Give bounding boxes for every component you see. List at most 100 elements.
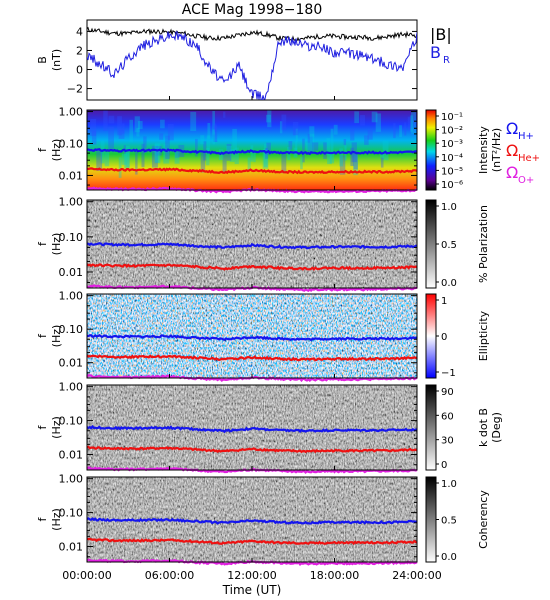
heatmap-texture [380,152,385,159]
ytick-label: 1.00 [59,290,84,303]
legend-b-total: |B| [430,25,452,44]
heatmap-texture [333,124,338,135]
colorbar-tick-label: 0.5 [441,516,457,527]
legend-b-radial-sub: R [443,55,450,66]
heatmap-texture [404,122,407,136]
heatmap-texture [350,147,354,166]
ytick-label: 0.10 [59,231,84,244]
panel-intensity: 1.00 0.10 0.01 f (Hz) 10⁻¹ 10⁻² 10⁻³ 10⁻⁴ 10⁻⁵ 10⁻… [36,106,503,194]
heatmap-texture [206,135,211,154]
heatmap-texture [312,142,319,151]
heatmap-texture [200,135,205,145]
heatmap-texture [118,129,125,139]
heatmap-texture [353,154,358,176]
heatmap-texture [295,141,298,155]
heatmap-texture [350,129,355,141]
gyro-line-omega_He [86,263,418,271]
heatmap-texture [339,155,346,175]
gyro-line-omega_H [86,517,418,525]
colorbar-tick-label: 10⁻⁴ [441,153,463,164]
heatmap-texture [393,123,396,139]
heatmap-texture [300,157,303,170]
colorbar-tick-label: 0.0 [441,278,457,289]
heatmap-texture [281,114,287,131]
colorbar-intensity [425,109,437,191]
panel-k_dot_B: 1.00 0.10 0.01 f (Hz) 90 60 30 0 k dot B (Deg) [36,381,503,475]
heatmap-texture [266,142,271,155]
heatmap-texture [121,153,127,165]
heatmap-texture [206,147,210,166]
ytick-label: 0.10 [59,138,84,151]
heatmap-texture [232,128,237,152]
heatmap-texture [200,152,206,173]
heatmap-texture [360,115,366,126]
heatmap-texture [195,138,198,157]
heatmap-texture [266,114,271,123]
heatmap-texture [122,123,125,134]
panel-yunit: (Hz) [50,139,63,162]
ytick-label: 0.01 [59,169,84,182]
legend-sub-omega-h: H+ [518,131,534,142]
colorbar-tick-label: 10⁻⁶ [441,180,463,191]
heatmap-texture [309,126,315,137]
heatmap-texture [165,135,170,159]
colorbar-tick-label: 10⁻² [441,126,463,137]
xtick-label: 24:00:00 [392,569,441,582]
xtick-label: 12:00:00 [227,569,276,582]
heatmap-texture [281,153,287,174]
xtick-label: 18:00:00 [310,569,359,582]
heatmap-ellipticity [87,294,417,378]
heatmap-texture [104,152,110,167]
legend-sub-omega-he: He+ [518,153,540,164]
b-yunit: (nT) [50,49,63,71]
heatmap-texture [91,130,97,145]
colorbar-label: % Polarization [477,205,490,283]
heatmap-texture [108,126,114,150]
ytick-label: 0.10 [59,323,84,336]
b-ytick-label: 2 [76,44,83,57]
gyro-line-omega_H [86,334,418,342]
heatmap-texture [382,140,389,161]
panel-ylabel: f [36,424,49,429]
heatmap-texture [288,141,293,150]
heatmap-texture [117,116,122,136]
b-ylabel: B [36,56,49,64]
heatmap-texture [295,128,298,143]
colorbar-label: k dot B [477,408,490,447]
panel-yunit: (Hz) [50,325,63,348]
panel-yunit: (Hz) [50,416,63,439]
gyro-line-omega_H [86,148,417,156]
heatmap-texture [267,110,272,128]
b-series-total [87,26,417,42]
b-series-radial [87,30,417,100]
heatmap-texture [143,136,147,154]
heatmap-texture [223,111,226,118]
heatmap-texture [330,128,334,153]
heatmap-texture [279,121,283,134]
legend-omega-o: Ω [506,163,518,182]
heatmap-texture [134,116,140,133]
legend-omega-h: Ω [506,119,518,138]
panel-yunit: (Hz) [50,233,63,256]
heatmap-texture [154,142,161,164]
heatmap-texture [250,145,254,162]
heatmap-texture [207,123,211,139]
heatmap-texture [305,142,310,151]
heatmap-texture [292,121,299,136]
panel-ylabel: f [36,333,49,338]
heatmap-texture [90,118,97,136]
heatmap-texture [154,144,160,163]
heatmap-texture [323,142,327,159]
heatmap-texture [380,157,384,168]
legend-b-radial: B [430,43,441,62]
heatmap-texture [222,152,227,174]
colorbar-tick-label: 0 [441,460,447,471]
heatmap-texture [263,143,268,168]
heatmap-texture [411,111,417,134]
colorbar-tick-label: 60 [441,411,454,422]
heatmap-texture [309,133,315,154]
heatmap-texture [167,123,174,141]
heatmap-texture [100,140,105,164]
ytick-label: 0.10 [59,415,84,428]
